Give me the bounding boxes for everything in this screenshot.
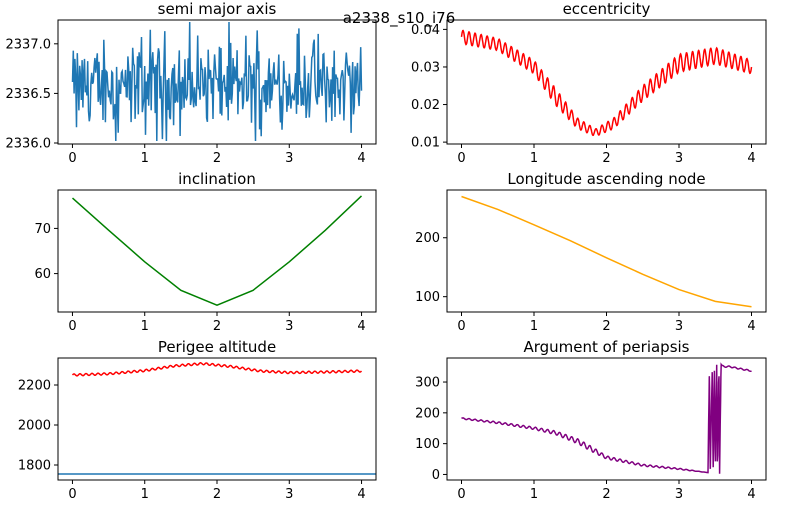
y-tick-label: 0.02 — [411, 98, 440, 113]
series-line-argp-0 — [461, 362, 752, 474]
axes-frame — [57, 357, 377, 481]
subplot-title: Argument of periapsis — [523, 338, 689, 356]
x-tick-label: 2 — [213, 487, 221, 502]
x-tick-label: 4 — [357, 319, 365, 334]
axes-frame — [57, 189, 377, 313]
x-tick-label: 1 — [530, 151, 538, 166]
x-tick-label: 0 — [457, 319, 465, 334]
x-tick-label: 0 — [68, 151, 76, 166]
series-line-sma-0 — [71, 21, 363, 142]
y-tick-label: 2336.5 — [6, 87, 52, 102]
x-tick-label: 3 — [675, 151, 683, 166]
x-tick-label: 0 — [68, 319, 76, 334]
y-tick-label: 200 — [415, 406, 440, 421]
y-tick-label: 2000 — [18, 419, 51, 434]
x-tick-label: 1 — [530, 319, 538, 334]
x-tick-label: 3 — [285, 319, 293, 334]
y-tick-label: 0.03 — [411, 60, 440, 75]
x-tick-label: 2 — [602, 487, 610, 502]
series-line-raan-0 — [461, 195, 752, 308]
figure-suptitle: a2338_s10_i76 — [343, 9, 456, 28]
x-tick-label: 2 — [213, 151, 221, 166]
x-tick-label: 2 — [602, 319, 610, 334]
subplot-inc: inclination 0 1 2 3 4 60 70 — [34, 170, 377, 334]
x-tick-label: 0 — [68, 487, 76, 502]
subplot-title: semi major axis — [158, 0, 277, 18]
y-tick-label: 2200 — [18, 379, 51, 394]
x-tick-label: 4 — [747, 151, 755, 166]
x-tick-label: 2 — [213, 319, 221, 334]
subplot-title: Perigee altitude — [158, 338, 276, 356]
y-tick-label: 60 — [34, 267, 51, 282]
x-tick-label: 4 — [747, 319, 755, 334]
subplot-argp: Argument of periapsis 0 1 2 3 4 0 100 200 300 — [415, 338, 767, 502]
y-tick-label: 200 — [415, 231, 440, 246]
subplot-sma: semi major axis 0 1 2 3 4 2336.0 2336.5 2337.0 — [6, 0, 377, 166]
y-tick-label: 0 — [432, 468, 440, 483]
subplot-ecc: eccentricity 0 1 2 3 4 0.01 0.02 0.03 0.04 — [411, 0, 767, 166]
y-tick-label: 100 — [415, 437, 440, 452]
y-tick-label: 1800 — [18, 459, 51, 474]
x-tick-label: 1 — [141, 151, 149, 166]
y-tick-label: 2337.0 — [6, 37, 52, 52]
x-tick-label: 2 — [602, 151, 610, 166]
series-line-ecc-0 — [460, 29, 753, 137]
y-tick-label: 0.01 — [411, 136, 440, 151]
x-tick-label: 0 — [457, 487, 465, 502]
y-tick-label: 300 — [415, 376, 440, 391]
y-tick-label: 100 — [415, 290, 440, 305]
subplot-title: eccentricity — [563, 0, 651, 18]
x-tick-label: 0 — [457, 151, 465, 166]
subplot-peri: Perigee altitude 0 1 2 3 4 1800 2000 2200 — [18, 338, 377, 502]
x-tick-label: 4 — [747, 487, 755, 502]
subplots: semi major axis 0 1 2 3 4 2336.0 2336.5 2337.0 ec… — [6, 0, 767, 502]
x-tick-label: 4 — [357, 487, 365, 502]
x-tick-label: 3 — [675, 487, 683, 502]
subplot-raan: Longitude ascending node 0 1 2 3 4 100 200 — [415, 170, 767, 334]
y-tick-label: 70 — [34, 222, 51, 237]
x-tick-label: 1 — [141, 319, 149, 334]
x-tick-label: 1 — [530, 487, 538, 502]
y-tick-label: 0.04 — [411, 23, 440, 38]
series-line-inc-0 — [72, 195, 363, 307]
series-line-peri-0 — [71, 362, 363, 377]
subplot-title: Longitude ascending node — [507, 170, 705, 188]
x-tick-label: 4 — [357, 151, 365, 166]
x-tick-label: 3 — [285, 151, 293, 166]
y-tick-label: 2336.0 — [6, 137, 52, 152]
subplot-title: inclination — [178, 170, 256, 188]
x-tick-label: 3 — [675, 319, 683, 334]
x-tick-label: 1 — [141, 487, 149, 502]
x-tick-label: 3 — [285, 487, 293, 502]
